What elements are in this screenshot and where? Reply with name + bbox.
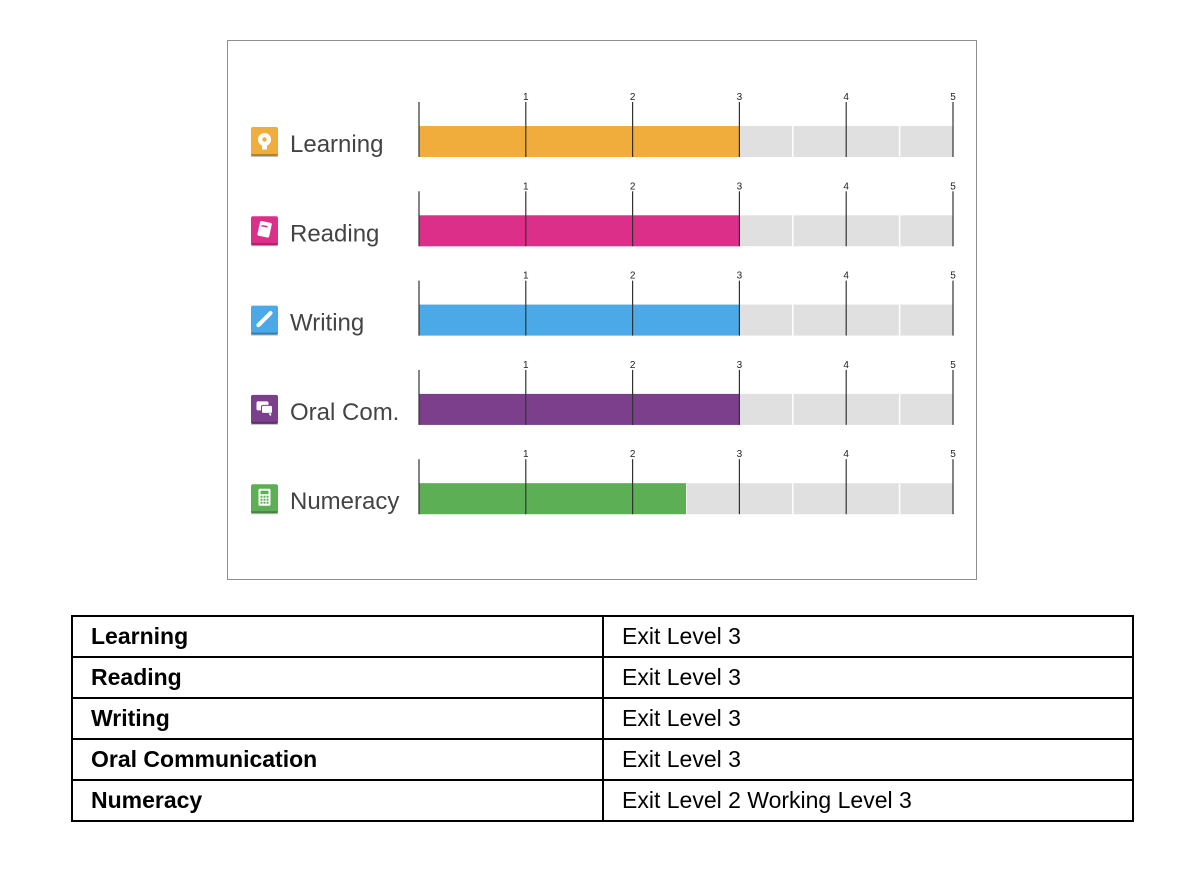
- skill-name-cell: Numeracy: [71, 779, 604, 822]
- skills-level-table: Learning Exit Level 3 Reading Exit Level…: [71, 615, 1134, 822]
- skill-name-cell: Learning: [71, 615, 604, 658]
- calculator-key: [260, 501, 263, 504]
- table-row: Writing Exit Level 3: [71, 697, 1134, 740]
- tick-label: 3: [737, 92, 743, 103]
- book-icon-shadow: [251, 243, 278, 247]
- tick-label: 1: [523, 360, 529, 371]
- tick-label: 1: [523, 92, 529, 103]
- category-label: Oral Com.: [290, 399, 399, 426]
- skill-name-cell: Oral Communication: [71, 738, 604, 781]
- category-label: Reading: [290, 220, 379, 247]
- calculator-key: [260, 495, 263, 498]
- tick-label: 4: [843, 271, 849, 282]
- table-row: Numeracy Exit Level 2 Working Level 3: [71, 779, 1134, 822]
- calculator-screen: [260, 490, 269, 495]
- tick-label: 3: [737, 360, 743, 371]
- calculator-key: [263, 495, 266, 498]
- bar-numeracy: [419, 483, 686, 515]
- category-label: Learning: [290, 131, 383, 158]
- level-cell: Exit Level 3: [602, 738, 1134, 781]
- tick-label: 4: [843, 92, 849, 103]
- tick-label: 2: [630, 449, 636, 460]
- category-label: Writing: [290, 310, 364, 337]
- level-cell: Exit Level 3: [602, 615, 1134, 658]
- tick-label: 3: [737, 449, 743, 460]
- calculator-key: [266, 501, 269, 504]
- skill-name-cell: Reading: [71, 656, 604, 699]
- tick-label: 4: [843, 181, 849, 192]
- table-row: Reading Exit Level 3: [71, 656, 1134, 699]
- tick-label: 5: [950, 92, 956, 103]
- level-cell: Exit Level 2 Working Level 3: [602, 779, 1134, 822]
- calculator-key: [266, 498, 269, 501]
- tick-label: 3: [737, 271, 743, 282]
- speech-bubbles-icon-shadow: [251, 421, 278, 425]
- tick-label: 1: [523, 181, 529, 192]
- bar-learning: [419, 126, 740, 157]
- level-cell: Exit Level 3: [602, 697, 1134, 740]
- tick-label: 5: [950, 449, 956, 460]
- pencil-tip: [256, 322, 262, 328]
- book-shape: [257, 221, 272, 238]
- calculator-key: [260, 498, 263, 501]
- level-cell: Exit Level 3: [602, 656, 1134, 699]
- lightbulb-head-dot: [262, 137, 267, 142]
- calculator-key: [263, 498, 266, 501]
- tick-label: 5: [950, 181, 956, 192]
- book-line: [261, 225, 268, 228]
- tick-label: 2: [630, 92, 636, 103]
- bar-oral-com: [419, 393, 740, 425]
- lightbulb-head-icon-shadow: [251, 154, 278, 157]
- tick-label: 4: [843, 360, 849, 371]
- tick-label: 2: [630, 271, 636, 282]
- tick-label: 1: [523, 271, 529, 282]
- tick-label: 4: [843, 449, 849, 460]
- calculator-key: [263, 501, 266, 504]
- bar-reading: [419, 215, 740, 247]
- tick-label: 5: [950, 360, 956, 371]
- tick-label: 5: [950, 271, 956, 282]
- calculator-icon-shadow: [251, 511, 278, 515]
- calculator-key: [266, 495, 269, 498]
- bubble-tail: [268, 413, 272, 417]
- lightbulb-head-neck: [262, 145, 267, 150]
- table-row: Learning Exit Level 3: [71, 615, 1134, 658]
- tick-label: 1: [523, 449, 529, 460]
- tick-label: 2: [630, 360, 636, 371]
- tick-label: 3: [737, 181, 743, 192]
- tick-label: 2: [630, 181, 636, 192]
- pencil-icon-shadow: [251, 332, 278, 336]
- bubble-front: [261, 404, 273, 414]
- category-label: Numeracy: [290, 488, 399, 515]
- pencil-body: [256, 311, 273, 328]
- skill-name-cell: Writing: [71, 697, 604, 740]
- table-row: Oral Communication Exit Level 3: [71, 738, 1134, 781]
- bar-writing: [419, 304, 740, 336]
